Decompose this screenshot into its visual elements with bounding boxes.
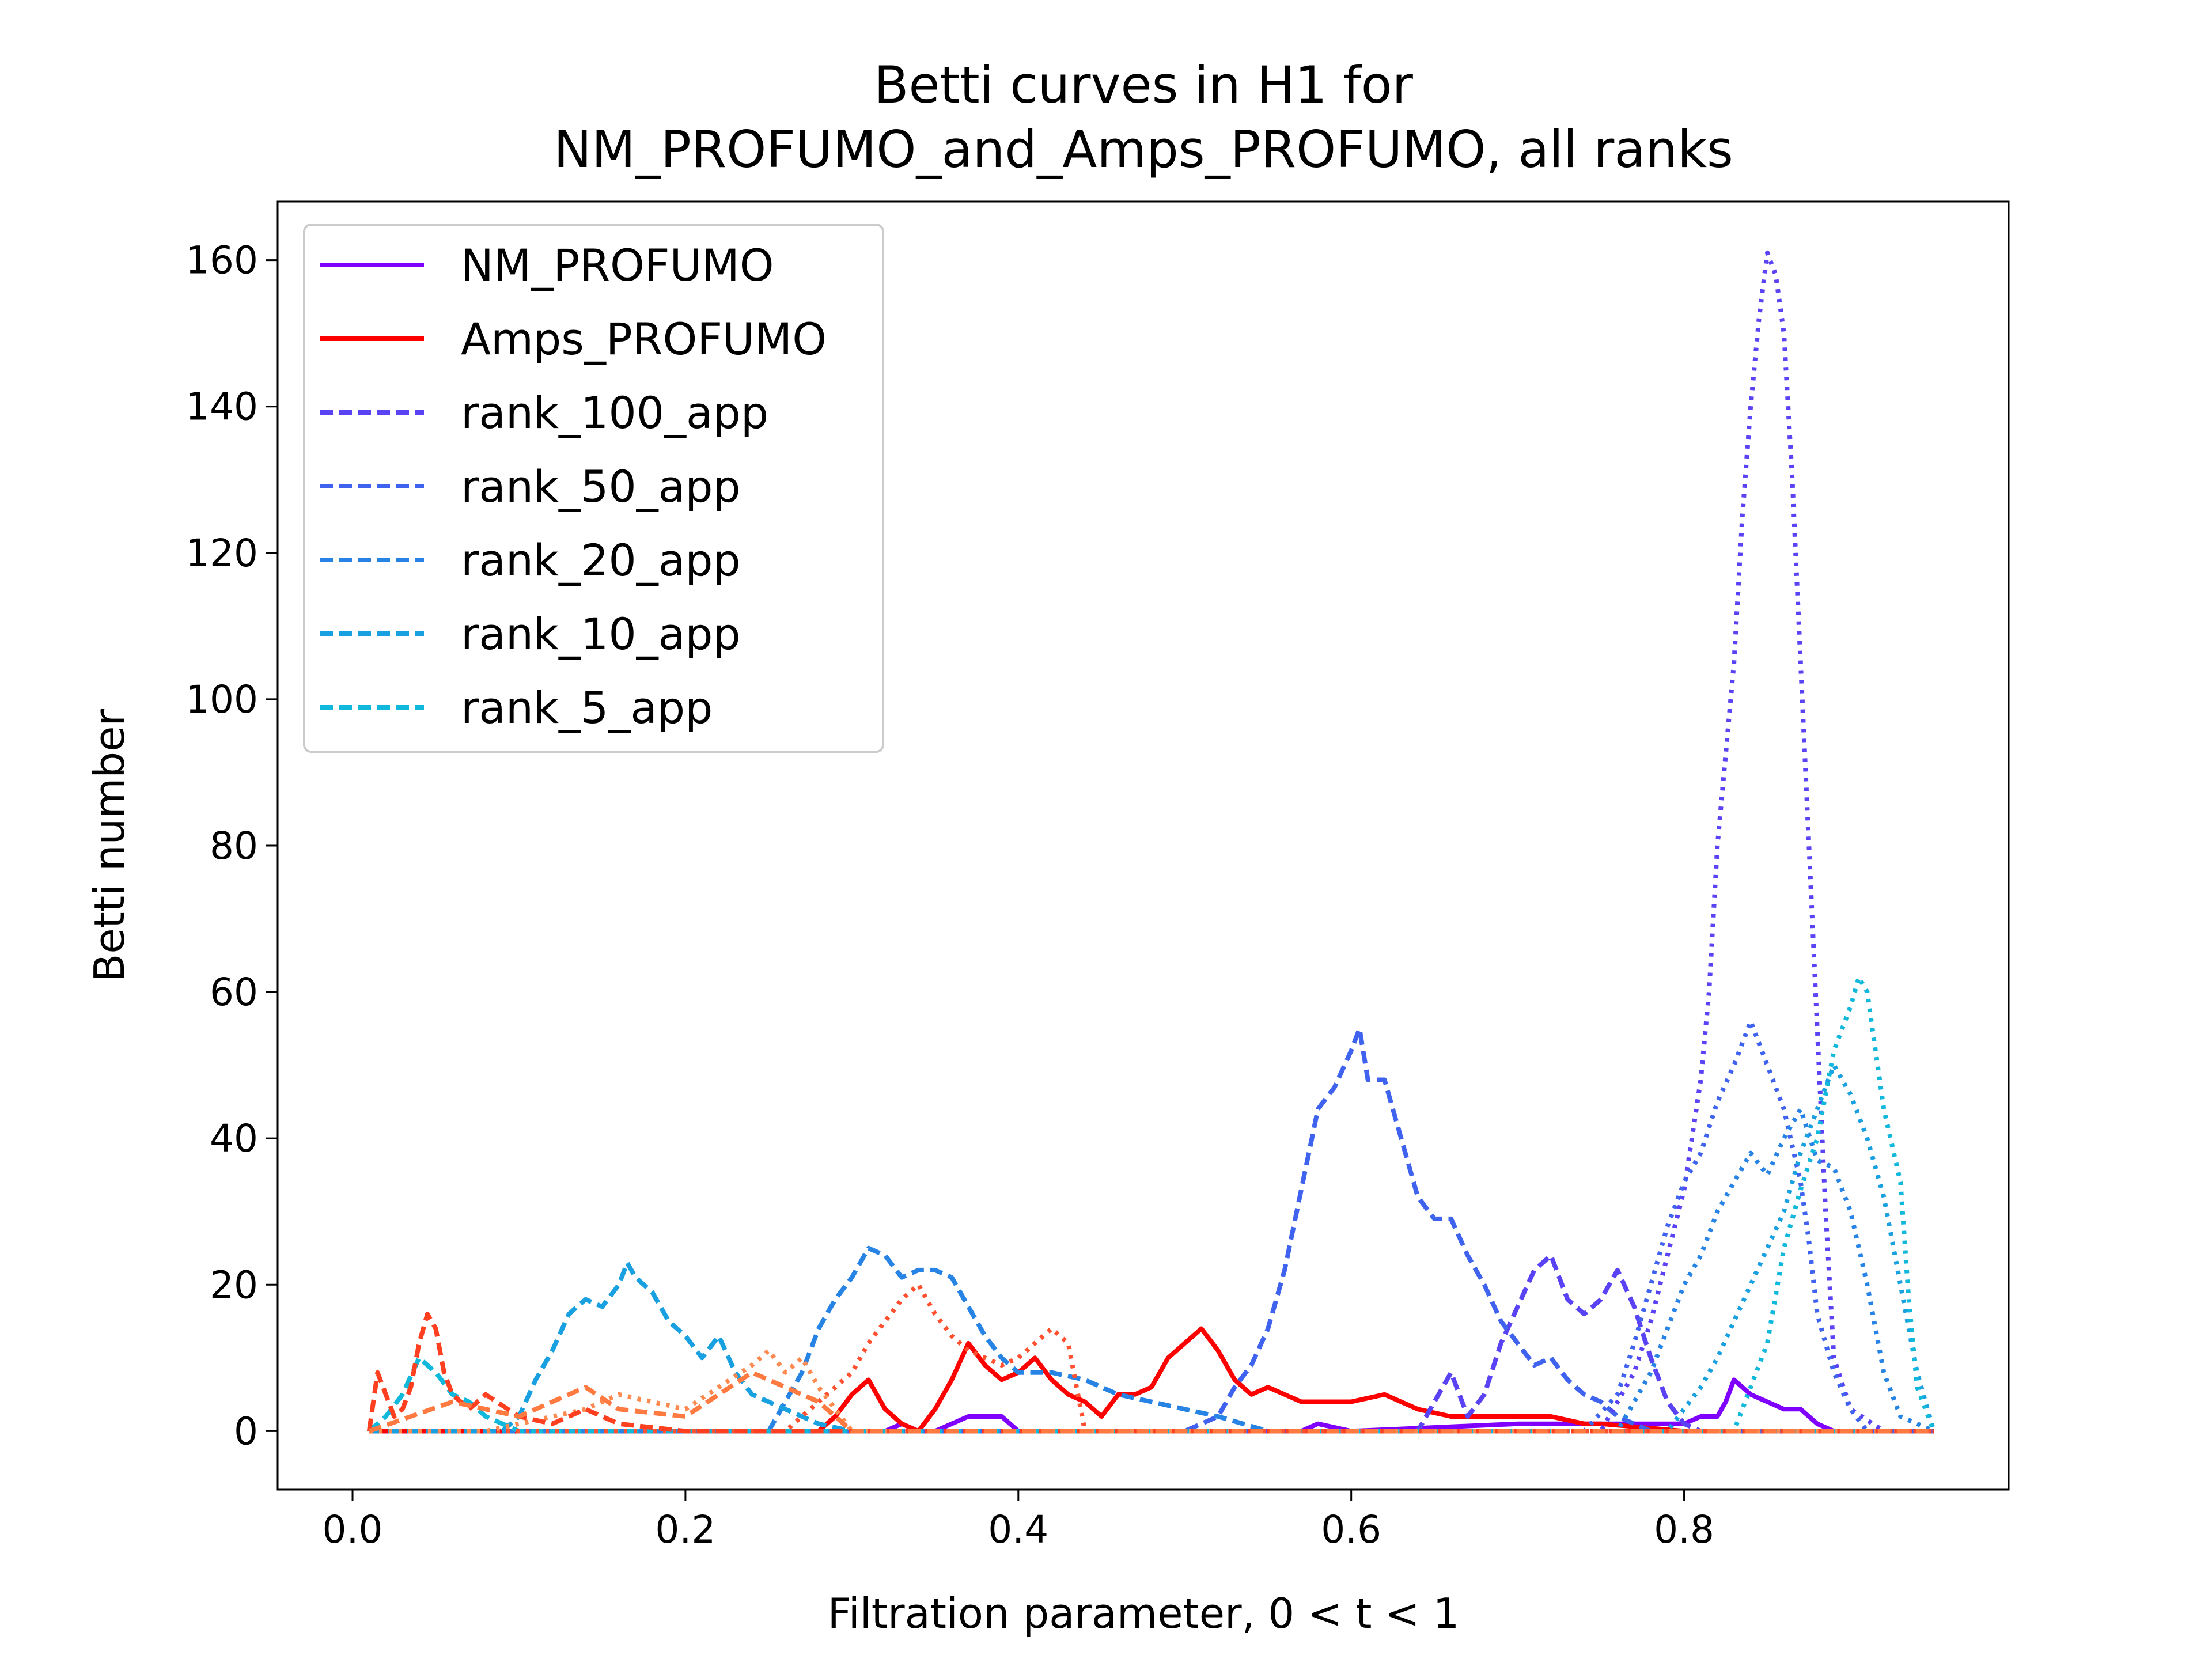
series-line-dotted_rank5: [369, 975, 1936, 1434]
y-tick-label: 100: [185, 677, 258, 722]
y-axis-label: Betti number: [85, 709, 134, 982]
legend: NM_PROFUMO Amps_PROFUMO rank_100_app rank_5…: [303, 224, 884, 753]
legend-label: rank_10_app: [461, 608, 741, 660]
series-line-rank_20_app: [369, 1245, 1934, 1434]
legend-box: [303, 224, 884, 753]
y-tick-label: 0: [234, 1409, 258, 1453]
chart-title-line-2: NM_PROFUMO_and_Amps_PROFUMO, all ranks: [554, 120, 1733, 179]
x-tick-label: 0.4: [988, 1508, 1048, 1552]
series-line-orange_dashed_1: [366, 1312, 1934, 1434]
y-tick-label: 20: [210, 1263, 258, 1307]
x-tick-label: 0.6: [1321, 1508, 1381, 1552]
series-line-dotted_rank100: [369, 250, 1934, 1434]
x-tick-label: 0.2: [655, 1508, 715, 1552]
y-axis: 0 20 40 60 80 100 120 140 160: [185, 238, 278, 1453]
y-tick-label: 140: [185, 385, 258, 429]
series-layer: [366, 250, 1936, 1434]
chart-title-line-1: Betti curves in H1 for: [874, 55, 1413, 115]
series-line-rank_50_app: [369, 1026, 1934, 1434]
series-line-dotted_rank20: [369, 1107, 1935, 1434]
y-tick-label: 120: [185, 531, 258, 575]
series-line-rank_100_app: [369, 1253, 1934, 1434]
y-tick-label: 160: [185, 238, 258, 283]
series-line-orange_dotted_1: [369, 1282, 1934, 1434]
series-line-dotted_rank50: [369, 1018, 1934, 1434]
legend-label: rank_50_app: [461, 461, 741, 512]
x-tick-label: 0.8: [1654, 1508, 1714, 1552]
series-line-rank_10_app: [369, 1260, 1934, 1434]
x-axis-label: Filtration parameter, 0 < t < 1: [828, 1589, 1460, 1638]
series-line-dotted_rank10: [369, 1063, 1936, 1434]
series-line-rank_5_app: [368, 1355, 1934, 1434]
y-tick-label: 40: [210, 1116, 258, 1161]
legend-label: rank_20_app: [461, 535, 741, 586]
legend-label: rank_5_app: [461, 682, 713, 733]
x-tick-label: 0.0: [323, 1508, 383, 1552]
x-axis: 0.0 0.2 0.4 0.6 0.8: [323, 1490, 1714, 1552]
legend-label: rank_100_app: [461, 387, 768, 438]
y-tick-label: 60: [210, 970, 258, 1014]
legend-label: Amps_PROFUMO: [461, 313, 827, 365]
y-tick-label: 80: [210, 824, 258, 868]
series-line-orange_dashed_2: [368, 1370, 1934, 1434]
legend-label: NM_PROFUMO: [461, 240, 774, 291]
